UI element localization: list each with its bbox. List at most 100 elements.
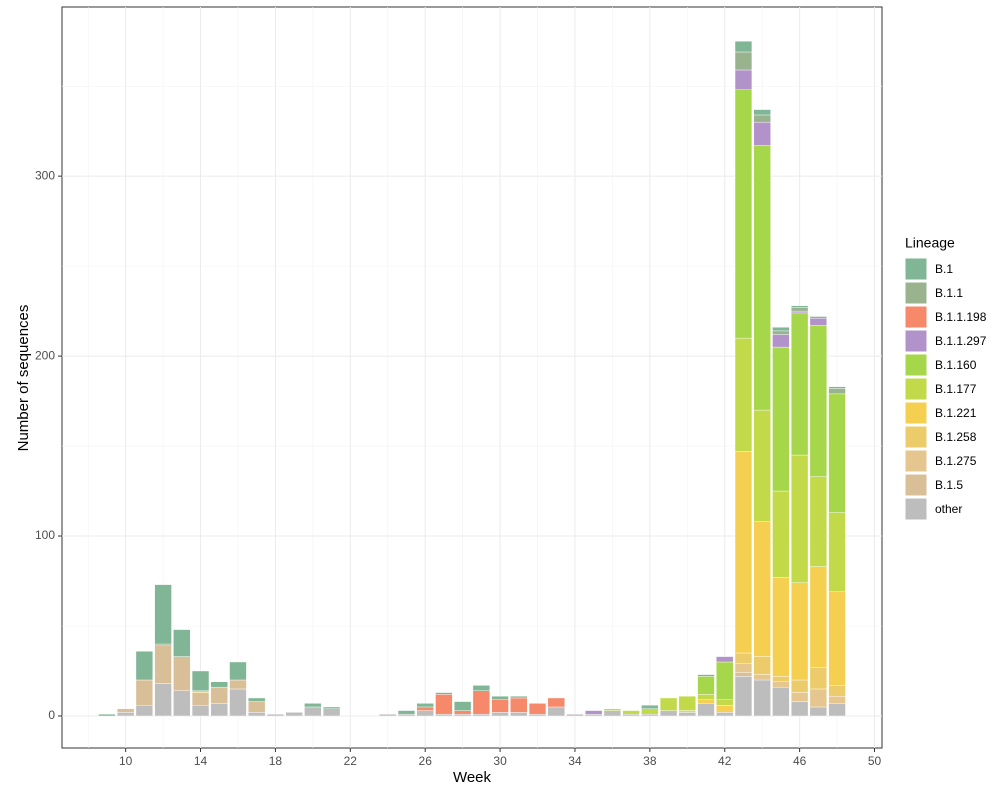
bar-segment [491,695,509,700]
bar-segment [809,325,827,477]
bar-segment [828,388,846,395]
bar-segment [491,712,509,717]
bar-segment [416,703,434,708]
bar-segment [828,695,846,704]
bar-segment [285,712,303,717]
bar-segment [828,591,846,686]
bar-segment [809,316,827,319]
legend-key [904,281,928,305]
bar-segment [603,710,622,717]
bar-segment [734,672,753,677]
y-tick-label: 0 [48,708,55,722]
legend-label: B.1.1.198 [935,310,987,324]
bar-segment [734,89,753,339]
bar-segment [641,708,659,715]
bar-segment [659,710,678,717]
x-tick-label: 22 [344,754,358,768]
bar-segment [528,713,547,717]
legend-label: B.1 [935,262,953,276]
bar-segment [135,650,153,681]
legend-label: B.1.5 [935,478,963,492]
bar-segment [566,713,584,717]
bar-segment [734,676,753,717]
bar-segment [697,703,715,717]
legend-label: B.1.1.297 [935,334,987,348]
bar-segment [641,713,659,717]
bar-segment [753,145,771,411]
legend-key [904,497,928,521]
bar-segment [416,706,434,711]
bar-segment [454,713,472,717]
bar-segment [772,330,790,335]
bar-segment [772,681,790,688]
bar-segment [791,679,809,693]
legend-label: B.1.258 [935,430,977,444]
legend-label: other [935,502,962,516]
x-tick-label: 34 [568,754,582,768]
y-tick-label: 300 [35,168,55,182]
x-tick-label: 10 [119,754,133,768]
bar-segment [117,712,135,717]
bar-segment [135,704,153,717]
bar-segment [828,703,846,717]
bar-segment [697,676,715,695]
bar-segment [472,713,490,717]
x-tick-label: 18 [269,754,283,768]
bar-segment [716,712,734,717]
bar-segment [678,710,696,713]
bar-segment [229,688,247,717]
bar-segment [753,656,771,675]
bar-segment [753,409,771,522]
bar-segment [397,710,416,715]
bar-segment [791,692,809,702]
bar-segment [772,577,790,677]
legend-title: Lineage [905,235,955,251]
bar-segment [697,674,715,677]
bar-segment [828,393,846,513]
bar-segment [753,674,771,681]
bar-segment [622,713,640,717]
bar-segment [828,386,846,389]
bar-segment [772,334,790,348]
legend-key [904,401,928,425]
bar-segment [154,584,172,645]
bar-segment [753,109,771,116]
bar-segment [472,685,490,691]
bar-segment [828,685,846,697]
bar-segment [753,114,771,123]
legend-key [904,305,928,329]
legend-key [904,257,928,281]
bar-segment [173,690,191,717]
bar-segment [791,305,809,308]
bar-segment [173,656,191,691]
legend-key [904,329,928,353]
bar-segment [229,661,247,681]
bar-segment [210,703,228,717]
x-tick-label: 46 [793,754,807,768]
bar-segment [716,656,734,663]
bar-segment [791,307,809,312]
bar-segment [173,629,191,657]
bar-segment [678,695,696,711]
bar-segment [585,710,603,715]
bar-segment [210,686,228,704]
bar-segment [809,476,827,567]
x-tick-label: 30 [493,754,507,768]
bar-segment [435,713,453,717]
bar-segment [454,701,472,711]
bar-segment [734,69,753,90]
bar-segment [772,676,790,682]
bar-segment [322,706,341,709]
bar-segment [135,679,153,706]
bar-segment [210,681,228,688]
legend: B.1 B.1.1 B.1.1.198 B.1.1.297 B.1.160 B.1.177… [904,257,987,521]
bar-segment [641,704,659,709]
bar-segment [772,327,790,332]
legend-key [904,353,928,377]
bar-segment [191,704,210,717]
x-axis-title: Week [453,769,492,786]
bar-segment [491,699,509,713]
bar-segment [734,51,753,71]
bar-segment [191,690,210,693]
x-tick-label: 14 [194,754,208,768]
